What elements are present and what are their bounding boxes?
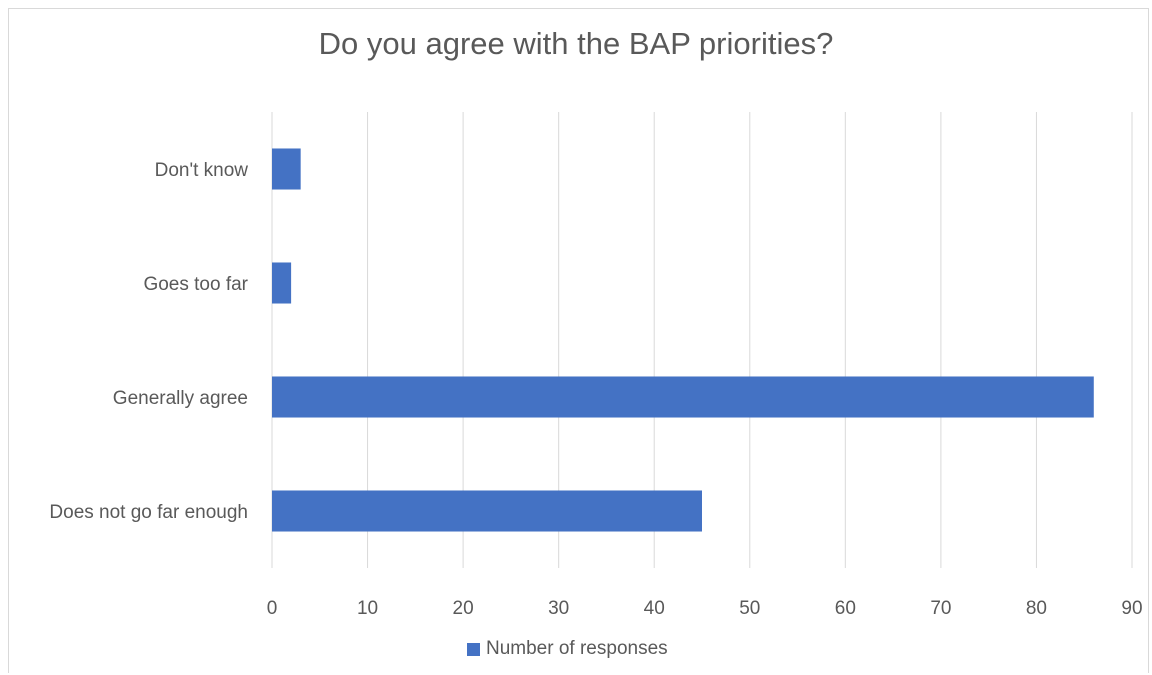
x-tick-label: 30 (548, 598, 569, 619)
bar (272, 148, 301, 190)
bar (272, 262, 292, 304)
legend-swatch (467, 642, 480, 656)
x-tick-label: 10 (357, 598, 378, 619)
x-tick-label: 40 (644, 598, 665, 619)
y-tick-label: Goes too far (143, 274, 248, 295)
legend-label: Number of responses (486, 638, 668, 659)
bar (272, 376, 1094, 418)
x-tick-label: 80 (1026, 598, 1047, 619)
x-tick-label: 0 (267, 598, 278, 619)
y-tick-label: Generally agree (113, 388, 248, 409)
x-tick-label: 60 (835, 598, 856, 619)
y-tick-label: Don't know (155, 160, 249, 181)
x-tick-label: 50 (739, 598, 760, 619)
bar (272, 490, 702, 532)
y-tick-label: Does not go far enough (49, 502, 248, 523)
x-tick-label: 90 (1121, 598, 1142, 619)
x-tick-label: 70 (930, 598, 951, 619)
chart-frame (8, 8, 1149, 673)
x-tick-label: 20 (453, 598, 474, 619)
legend: Number of responses (467, 638, 668, 660)
chart-title: Do you agree with the BAP priorities? (318, 26, 834, 61)
